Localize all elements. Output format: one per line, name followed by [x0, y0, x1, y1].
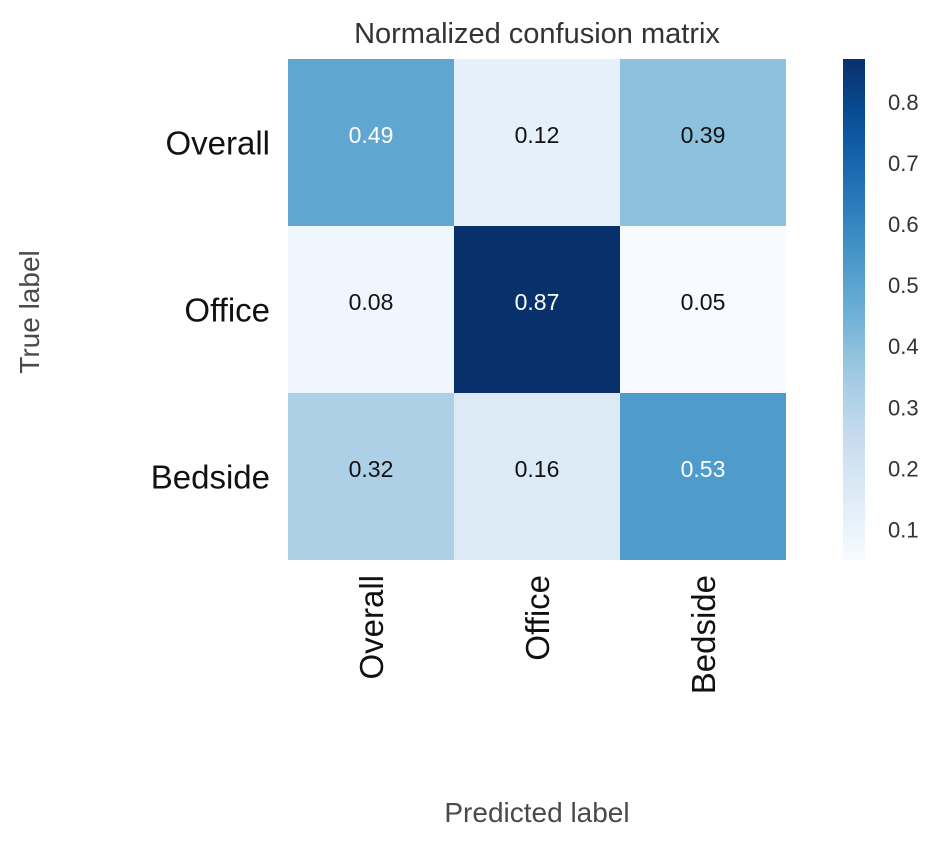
- heatmap-cell: [620, 226, 786, 393]
- heatmap-cell: [620, 59, 786, 226]
- cell-value-label: 0.49: [349, 122, 394, 148]
- colorbar-tick-label: 0.6: [888, 212, 919, 237]
- cell-value-label: 0.87: [515, 289, 560, 315]
- heatmap-cell: [454, 226, 620, 393]
- cell-value-label: 0.08: [349, 289, 394, 315]
- heatmap-cell: [288, 59, 454, 226]
- colorbar-tick-label: 0.5: [888, 273, 919, 298]
- heatmap-cells: 0.49 0.12 0.39 0.08 0.87 0.05 0.32 0.16 0.53: [288, 59, 786, 560]
- x-axis-label: Predicted label: [444, 797, 629, 828]
- cell-value-label: 0.39: [681, 122, 726, 148]
- heatmap-cell: [454, 59, 620, 226]
- colorbar-tick-label: 0.1: [888, 517, 919, 542]
- cell-value-label: 0.53: [681, 456, 726, 482]
- cell-value-label: 0.05: [681, 289, 726, 315]
- y-tick-labels: Overall Office Bedside: [151, 125, 270, 496]
- x-tick-labels: Overall Office Bedside: [353, 575, 722, 694]
- colorbar-tick-label: 0.4: [888, 334, 919, 359]
- cell-value-label: 0.16: [515, 456, 560, 482]
- colorbar-tick-label: 0.7: [888, 151, 919, 176]
- cell-value-label: 0.12: [515, 122, 560, 148]
- x-tick-label: Bedside: [685, 575, 722, 694]
- x-tick-label: Office: [519, 575, 556, 661]
- colorbar-tick-label: 0.2: [888, 456, 919, 481]
- colorbar-tick-label: 0.8: [888, 90, 919, 115]
- y-axis-label: True label: [14, 250, 45, 373]
- y-tick-label: Overall: [165, 125, 270, 162]
- heatmap-cell: [454, 393, 620, 560]
- colorbar: [843, 59, 865, 560]
- y-tick-label: Bedside: [151, 459, 270, 496]
- chart-title: Normalized confusion matrix: [354, 18, 720, 50]
- colorbar-tick-label: 0.3: [888, 395, 919, 420]
- x-tick-label: Overall: [353, 575, 390, 680]
- y-tick-label: Office: [184, 292, 270, 329]
- heatmap-cell: [620, 393, 786, 560]
- heatmap-cell: [288, 393, 454, 560]
- colorbar-tick-labels: 0.1 0.2 0.3 0.4 0.5 0.6 0.7 0.8: [888, 90, 919, 543]
- cell-value-label: 0.32: [349, 456, 394, 482]
- heatmap-cell: [288, 226, 454, 393]
